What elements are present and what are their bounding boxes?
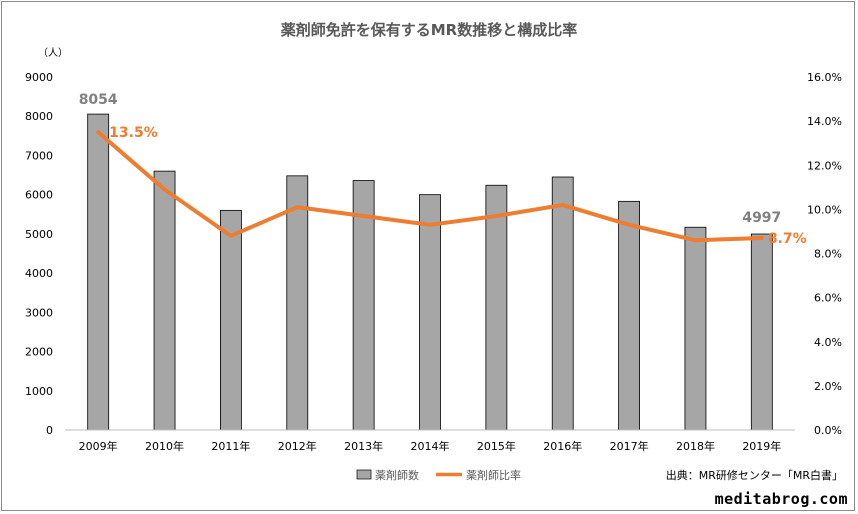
y-left-tick-label: 6000 bbox=[25, 189, 53, 202]
x-tick-label: 2010年 bbox=[145, 439, 184, 453]
bar bbox=[750, 233, 773, 431]
source-note: 出典：MR研修センター「MR白書」 bbox=[666, 468, 843, 482]
y-left-tick-label: 0 bbox=[46, 424, 53, 437]
x-tick-label: 2016年 bbox=[543, 439, 582, 453]
x-tick-label: 2017年 bbox=[610, 439, 649, 453]
bar bbox=[684, 226, 707, 431]
y-left-tick-label: 8000 bbox=[25, 110, 53, 123]
y-left-tick-label: 7000 bbox=[25, 149, 53, 162]
bar bbox=[87, 113, 110, 431]
legend-line-label: 薬剤師比率 bbox=[466, 468, 521, 482]
bar bbox=[485, 184, 508, 431]
bar bbox=[286, 175, 309, 431]
bar bbox=[220, 209, 242, 431]
y-right-tick-label: 0.0% bbox=[814, 424, 842, 437]
y-right-tick-label: 6.0% bbox=[814, 292, 842, 305]
y-left-tick-label: 5000 bbox=[25, 228, 53, 241]
legend-bar-label: 薬剤師数 bbox=[375, 468, 419, 482]
line-data-label-last: 8.7% bbox=[768, 231, 807, 247]
y-left-tick-label: 2000 bbox=[25, 346, 53, 359]
y-right-tick-label: 8.0% bbox=[814, 248, 842, 261]
y-right-tick-label: 4.0% bbox=[814, 336, 842, 349]
y-left-tick-label: 4000 bbox=[25, 267, 53, 280]
legend-bar-swatch bbox=[356, 469, 372, 480]
site-watermark: meditabrog.com bbox=[714, 490, 848, 508]
bar bbox=[618, 200, 640, 431]
y-left-tick-label: 3000 bbox=[25, 306, 53, 319]
y-left-tick-label: 1000 bbox=[25, 385, 53, 398]
y-right-tick-label: 16.0% bbox=[807, 71, 842, 84]
bar bbox=[551, 176, 574, 431]
x-tick-label: 2011年 bbox=[211, 439, 250, 453]
x-tick-label: 2015年 bbox=[477, 439, 516, 453]
x-tick-label: 2018年 bbox=[676, 439, 715, 453]
line-data-label-first: 13.5% bbox=[109, 125, 158, 141]
bar-data-label-first: 8054 bbox=[79, 92, 118, 108]
x-tick-label: 2012年 bbox=[278, 439, 317, 453]
y-unit-label: （人） bbox=[38, 47, 68, 59]
chart-title: 薬剤師免許を保有するMR数推移と構成比率 bbox=[280, 21, 577, 39]
x-tick-label: 2019年 bbox=[742, 439, 781, 453]
y-right-tick-label: 14.0% bbox=[807, 115, 842, 128]
x-tick-label: 2009年 bbox=[79, 439, 118, 453]
y-right-tick-label: 10.0% bbox=[807, 203, 842, 216]
bar-data-label-last: 4997 bbox=[742, 210, 781, 226]
x-tick-label: 2014年 bbox=[411, 439, 450, 453]
y-left-tick-label: 9000 bbox=[25, 71, 53, 84]
ratio-line bbox=[96, 130, 764, 243]
legend: 薬剤師数 薬剤師比率 bbox=[356, 468, 521, 482]
x-tick-label: 2013年 bbox=[344, 439, 383, 453]
y-right-tick-label: 12.0% bbox=[807, 159, 842, 172]
bar bbox=[419, 194, 441, 431]
bar bbox=[153, 170, 176, 431]
y-right-tick-label: 2.0% bbox=[814, 380, 842, 393]
